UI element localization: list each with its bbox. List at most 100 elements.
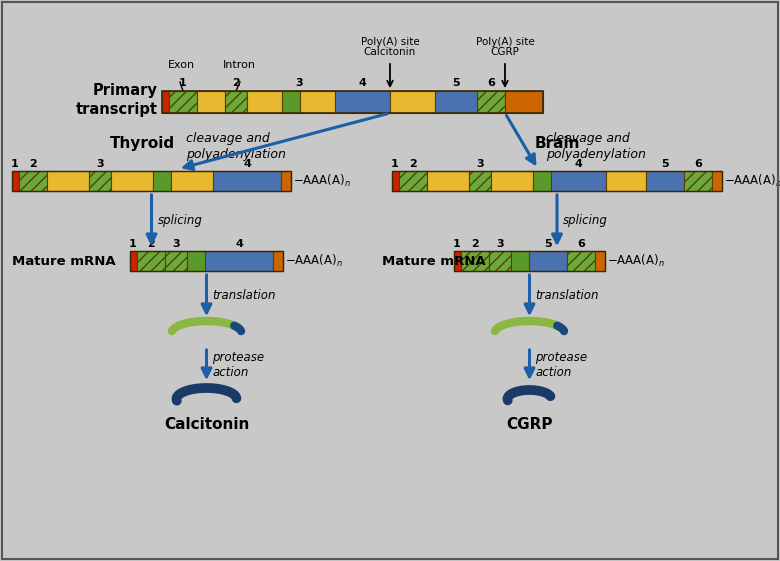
Text: 2: 2	[147, 239, 155, 249]
Bar	[505, 91, 543, 113]
Text: 3: 3	[476, 159, 484, 169]
Bar	[89, 171, 111, 191]
Text: 1: 1	[179, 78, 187, 88]
Bar	[491, 171, 533, 191]
Text: 5: 5	[544, 239, 551, 249]
Bar	[197, 91, 225, 113]
Bar	[153, 171, 171, 191]
Text: Mature mRNA: Mature mRNA	[12, 255, 115, 268]
Text: 1: 1	[129, 239, 136, 249]
Text: 2: 2	[410, 159, 417, 169]
Bar	[489, 251, 511, 271]
Text: splicing: splicing	[158, 214, 202, 227]
Text: Poly(A) site: Poly(A) site	[476, 37, 534, 47]
Text: 6: 6	[487, 78, 495, 88]
Bar	[646, 171, 684, 191]
Text: 4: 4	[243, 159, 251, 169]
Bar	[390, 91, 435, 113]
Text: Brain: Brain	[534, 136, 580, 151]
Text: CGRP: CGRP	[506, 417, 553, 432]
Text: $-$AAA(A)$_n$: $-$AAA(A)$_n$	[724, 173, 780, 189]
Bar	[247, 91, 282, 113]
Text: $-$AAA(A)$_n$: $-$AAA(A)$_n$	[607, 253, 665, 269]
Text: $-$AAA(A)$_n$: $-$AAA(A)$_n$	[293, 173, 351, 189]
Bar	[187, 251, 205, 271]
Text: protease
action: protease action	[536, 351, 587, 379]
Bar	[205, 251, 273, 271]
Bar	[225, 91, 247, 113]
Bar	[137, 251, 165, 271]
Bar	[162, 91, 543, 113]
Bar	[533, 171, 551, 191]
Text: translation: translation	[212, 289, 276, 302]
Text: 3: 3	[96, 159, 104, 169]
Text: Primary
transcript: Primary transcript	[76, 83, 158, 117]
Text: 3: 3	[295, 78, 303, 88]
Bar	[454, 251, 605, 271]
Text: Calcitonin: Calcitonin	[164, 417, 249, 432]
Bar	[435, 91, 477, 113]
Bar	[684, 171, 712, 191]
Bar	[427, 171, 469, 191]
Text: Intron: Intron	[222, 60, 256, 70]
Text: translation: translation	[536, 289, 599, 302]
Text: 1: 1	[453, 239, 461, 249]
Text: 2: 2	[232, 78, 240, 88]
Bar	[399, 171, 427, 191]
Text: cleavage and
polyadenylation: cleavage and polyadenylation	[186, 131, 286, 160]
Text: 3: 3	[172, 239, 180, 249]
Text: 5: 5	[452, 78, 460, 88]
Bar	[19, 171, 47, 191]
Bar	[461, 251, 489, 271]
Text: 1: 1	[391, 159, 399, 169]
Bar	[281, 171, 291, 191]
Bar	[595, 251, 605, 271]
Text: 1: 1	[11, 159, 19, 169]
Bar	[392, 171, 399, 191]
Bar	[392, 171, 722, 191]
Bar	[282, 91, 300, 113]
Text: 4: 4	[574, 159, 582, 169]
Text: Mature mRNA: Mature mRNA	[382, 255, 486, 268]
Bar	[130, 251, 137, 271]
Bar	[469, 171, 491, 191]
Text: 5: 5	[661, 159, 668, 169]
Text: 4: 4	[358, 78, 366, 88]
Text: protease
action: protease action	[212, 351, 264, 379]
Text: 2: 2	[471, 239, 479, 249]
Bar	[213, 171, 281, 191]
Bar	[165, 251, 187, 271]
Bar	[551, 171, 606, 191]
Bar	[567, 251, 595, 271]
Bar	[712, 171, 722, 191]
Text: Poly(A) site: Poly(A) site	[360, 37, 420, 47]
Text: cleavage and
polyadenylation: cleavage and polyadenylation	[546, 131, 646, 160]
Bar	[12, 171, 291, 191]
Bar	[47, 171, 89, 191]
Text: 6: 6	[694, 159, 702, 169]
Bar	[130, 251, 283, 271]
Text: Calcitonin: Calcitonin	[364, 47, 416, 57]
Bar	[477, 91, 505, 113]
Bar	[111, 171, 153, 191]
Text: Exon: Exon	[168, 60, 194, 70]
Text: splicing: splicing	[563, 214, 608, 227]
Bar	[454, 251, 461, 271]
Text: 2: 2	[29, 159, 37, 169]
Bar	[162, 91, 169, 113]
Bar	[300, 91, 335, 113]
Text: 3: 3	[496, 239, 504, 249]
Bar	[12, 171, 19, 191]
Text: Thyroid: Thyroid	[109, 136, 175, 151]
Bar	[169, 91, 197, 113]
Bar	[511, 251, 529, 271]
Text: $-$AAA(A)$_n$: $-$AAA(A)$_n$	[285, 253, 343, 269]
Text: 6: 6	[577, 239, 585, 249]
Bar	[606, 171, 646, 191]
Bar	[171, 171, 213, 191]
Text: 4: 4	[235, 239, 243, 249]
Text: CGRP: CGRP	[491, 47, 519, 57]
Bar	[335, 91, 390, 113]
Bar	[529, 251, 567, 271]
Bar	[273, 251, 283, 271]
